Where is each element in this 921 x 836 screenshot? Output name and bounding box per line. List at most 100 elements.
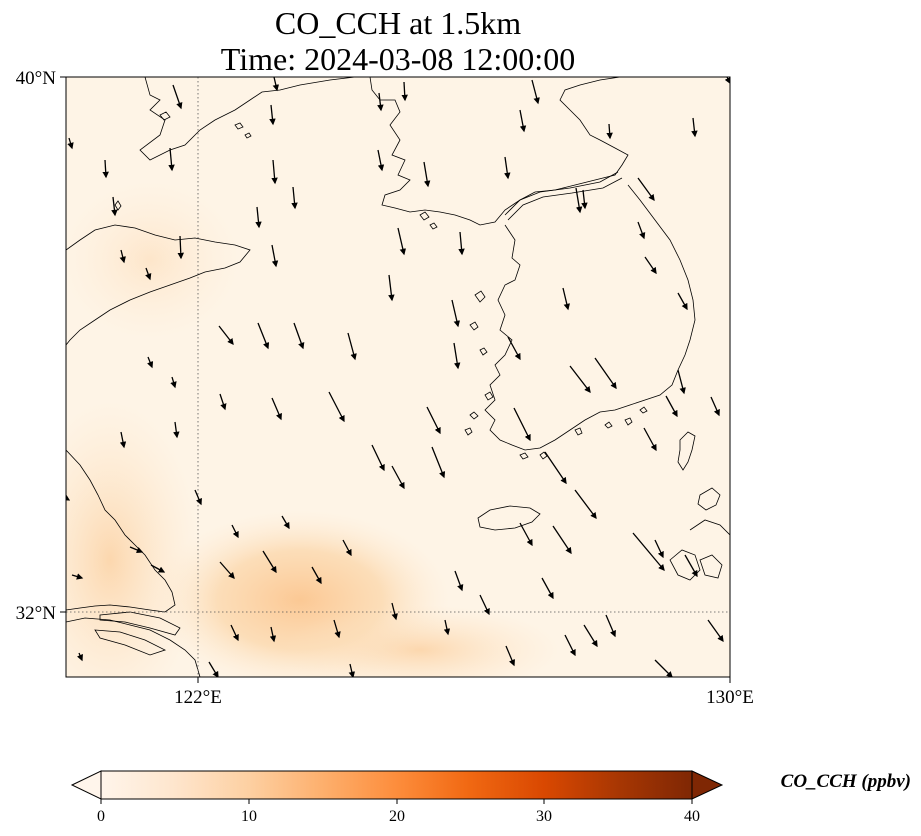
colorbar-gradient [100, 770, 693, 800]
arrow-icon [333, 619, 341, 639]
arrow-icon [504, 156, 511, 180]
gridlines [66, 77, 730, 677]
arrow-icon [145, 267, 152, 281]
arrow-icon [401, 81, 408, 102]
arrow-icon [219, 393, 227, 411]
arrow-icon [231, 524, 239, 539]
arrow-icon [391, 465, 405, 490]
arrow-icon [564, 634, 576, 657]
arrow-icon [451, 299, 460, 328]
lon-label-122: 122°E [174, 687, 222, 708]
north-plume [66, 180, 240, 340]
arrow-icon [443, 619, 451, 636]
map-frame [65, 76, 731, 678]
lat-label-40: 40°N [16, 68, 57, 89]
arrow-icon [219, 561, 235, 579]
arrow-icon [328, 391, 345, 423]
arrow-icon [544, 451, 567, 485]
arrow-icon [552, 525, 572, 555]
arrow-icon [513, 407, 531, 442]
arrow-icon [311, 566, 322, 585]
arrow-icon [271, 159, 278, 185]
south-plume [280, 605, 560, 677]
arrow-icon [684, 554, 698, 578]
wind-vectors [66, 77, 730, 677]
arrow-icon [269, 104, 276, 126]
arrow-icon [347, 332, 357, 361]
arrow-icon [177, 235, 185, 260]
lat-label-32: 32°N [16, 603, 57, 624]
cb-label-20: 20 [389, 808, 405, 825]
arrow-icon [67, 137, 74, 150]
arrow-icon [377, 92, 384, 112]
arrow-icon [606, 123, 613, 140]
arrow-icon [71, 573, 84, 580]
arrow-icon [168, 147, 175, 172]
coastlines [66, 77, 730, 677]
arrow-icon [170, 376, 177, 389]
arrow-icon [691, 117, 698, 138]
lon-label-130: 130°E [706, 687, 754, 708]
arrow-icon [269, 626, 277, 643]
arrow-icon [707, 619, 724, 643]
colorbar: 0 10 20 30 40 CO_CCH (ppbv) [70, 770, 911, 825]
arrow-icon [643, 427, 657, 452]
arrow-icon [397, 227, 406, 256]
arrow-icon [665, 395, 678, 418]
arrow-icon [255, 206, 262, 229]
arrow-icon [194, 489, 202, 506]
cb-label-30: 30 [536, 808, 552, 825]
arrow-icon [531, 79, 540, 105]
arrow-icon [637, 221, 646, 240]
chart-title: CO_CCH at 1.5km [274, 5, 522, 41]
arrow-icon [541, 577, 554, 600]
arrow-icon [605, 614, 616, 638]
arrow-icon [388, 274, 395, 302]
arrow-icon [505, 645, 515, 667]
arrow-icon [291, 186, 298, 210]
arrow-icon [423, 161, 431, 188]
cb-label-10: 10 [241, 808, 257, 825]
arrow-icon [677, 369, 686, 395]
arrow-icon [391, 602, 398, 621]
arrow-icon [458, 231, 465, 256]
colorbar-label: CO_CCH (ppbv) [781, 771, 911, 792]
arrow-icon [293, 322, 305, 350]
arrow-icon [76, 652, 83, 662]
arrow-icon [654, 539, 664, 559]
arrow-icon [173, 421, 180, 439]
arrow-icon [637, 177, 655, 202]
arrow-icon [272, 77, 279, 92]
arrow-icon [271, 244, 279, 268]
map-panel [66, 77, 730, 677]
arrow-icon [710, 396, 720, 417]
arrow-icon [119, 431, 127, 449]
arrow-icon [479, 594, 490, 616]
chart-subtitle: Time: 2024-03-08 12:00:00 [220, 41, 576, 77]
arrow-icon [218, 325, 234, 346]
arrow-icon [111, 196, 118, 217]
arrow-icon [581, 189, 588, 210]
arrow-icon [377, 149, 385, 172]
arrow-icon [519, 109, 527, 133]
arrow-icon [172, 84, 183, 110]
arrow-icon [519, 522, 533, 547]
arrow-icon [150, 564, 166, 573]
arrow-icon [654, 659, 673, 677]
arrow-icon [575, 187, 583, 214]
arrow-icon [208, 661, 219, 677]
arrow-icon [426, 406, 441, 435]
arrow-icon [583, 624, 598, 648]
arrow-icon [342, 539, 352, 557]
arrow-icon [271, 397, 282, 421]
arrow-icon [453, 342, 461, 370]
arrow-icon [632, 532, 665, 571]
arrow-icon [348, 663, 355, 677]
arrow-icon [129, 546, 144, 553]
arrow-icon [119, 249, 126, 264]
arrow-icon [262, 550, 277, 574]
arrow-icon [644, 256, 657, 275]
colorbar-extend-max [691, 770, 724, 800]
arrow-icon [562, 287, 570, 311]
